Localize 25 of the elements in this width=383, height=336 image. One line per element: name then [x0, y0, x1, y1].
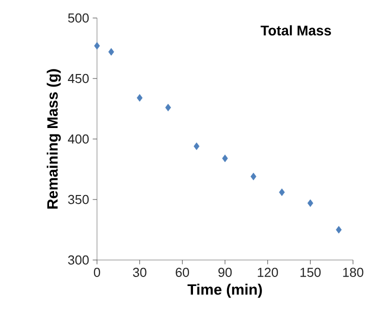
point: [194, 142, 200, 150]
point: [336, 226, 342, 234]
point: [165, 104, 171, 112]
point: [307, 199, 314, 207]
y-tick-label: 300: [68, 255, 89, 265]
x-tick-label: 150: [300, 268, 321, 277]
x-tick-label: 180: [343, 268, 364, 277]
point: [94, 42, 100, 50]
y-tick-label: 350: [68, 194, 89, 204]
x-tick-label: 30: [132, 268, 146, 277]
point: [108, 48, 114, 56]
point: [136, 94, 143, 102]
x-tick-label: 120: [258, 268, 278, 277]
x-tick-label: 60: [176, 268, 190, 277]
y-axis-title: Remaining Mass (g): [46, 69, 61, 209]
y-tick-label: 450: [68, 74, 89, 84]
x-tick-label: 90: [218, 268, 232, 277]
point: [250, 172, 256, 180]
y-tick-label: 500: [68, 13, 89, 23]
x-axis-title: Time (min): [188, 284, 262, 298]
point: [279, 188, 285, 196]
y-tick-label: 400: [68, 134, 89, 144]
x-tick-label: 0: [94, 268, 100, 277]
point: [222, 154, 228, 162]
chart-title: Total Mass: [260, 25, 331, 36]
